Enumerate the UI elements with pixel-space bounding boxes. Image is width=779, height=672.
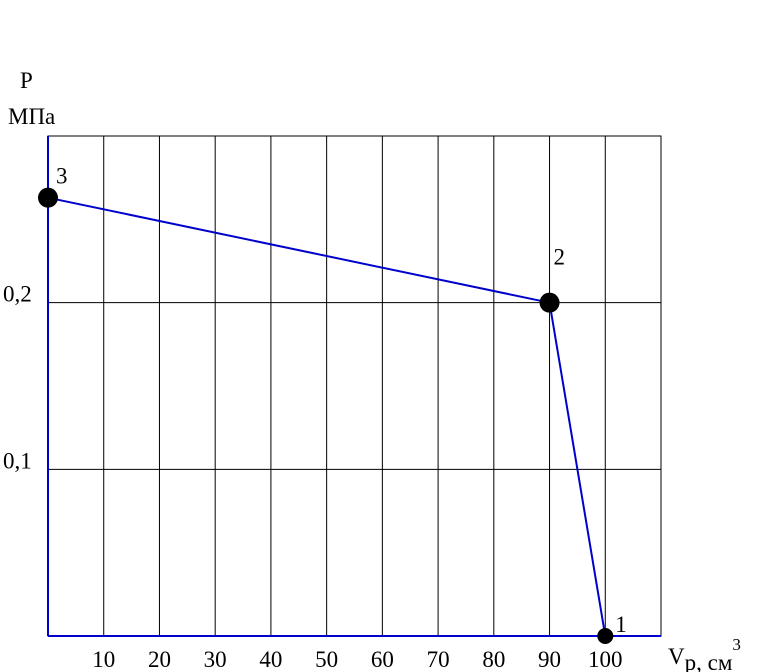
x-tick-label: 40	[259, 647, 282, 672]
x-tick-label: 30	[204, 647, 227, 672]
x-tick-label: 80	[482, 647, 505, 672]
x-label-part: p, см	[685, 650, 733, 672]
x-tick-label: 20	[148, 647, 171, 672]
plot-frame	[47, 135, 662, 637]
x-label-part: 3	[732, 635, 741, 654]
point-label: 3	[56, 164, 68, 189]
x-tick-label: 60	[371, 647, 394, 672]
x-tick-label: 90	[538, 647, 561, 672]
x-tick-label: 50	[315, 647, 338, 672]
point	[539, 292, 560, 313]
y-label: P	[20, 68, 33, 93]
point	[597, 628, 614, 644]
x-tick-label: 70	[427, 647, 450, 672]
y-tick-label: 0,1	[3, 448, 32, 473]
x-tick-label: 10	[92, 647, 115, 672]
x-tick-label: 100	[588, 647, 623, 672]
point	[38, 187, 58, 208]
y-label: МПа	[8, 104, 55, 129]
point-label: 2	[554, 245, 566, 270]
x-label-part: V	[668, 644, 685, 669]
y-tick-label: 0,2	[3, 282, 32, 307]
x-label: Vp, см3	[668, 635, 741, 672]
point-label: 1	[615, 612, 627, 637]
